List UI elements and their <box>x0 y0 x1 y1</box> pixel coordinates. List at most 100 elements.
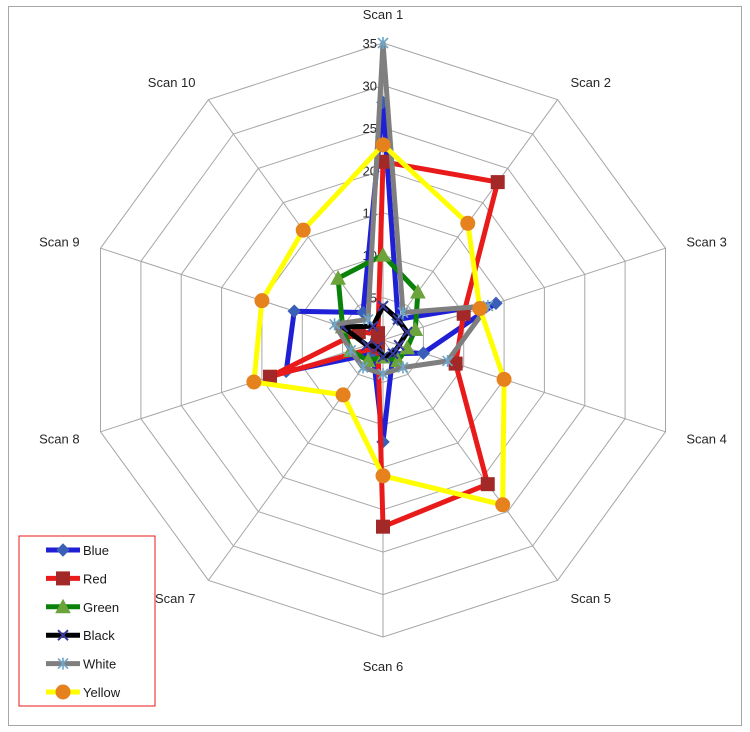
data-point-shape <box>401 326 413 338</box>
data-point <box>367 320 379 332</box>
data-point <box>375 137 391 153</box>
data-point <box>441 354 454 367</box>
category-label: Scan 9 <box>39 234 79 249</box>
category-label: Scan 3 <box>686 234 726 249</box>
data-point-shape <box>377 351 389 363</box>
data-point <box>490 175 505 190</box>
data-point <box>377 300 389 312</box>
tick-label: 25 <box>363 121 377 136</box>
data-point-shape <box>377 300 389 312</box>
legend-marker <box>55 684 71 700</box>
category-label: Scan 5 <box>571 591 611 606</box>
data-point <box>397 306 409 319</box>
data-point-shape <box>372 341 384 353</box>
legend-marker-shape <box>56 543 70 557</box>
legend-item-green: Green <box>46 598 119 615</box>
data-point-shape <box>246 374 262 390</box>
data-point-shape <box>254 293 270 309</box>
data-point <box>335 387 351 403</box>
legend-box <box>18 535 156 707</box>
data-point <box>329 318 341 331</box>
legend-marker <box>57 657 69 670</box>
legend-label: Red <box>83 571 107 586</box>
category-label: Scan 4 <box>686 432 726 447</box>
data-point <box>246 374 262 390</box>
data-point <box>416 346 431 360</box>
category-label: Scan 2 <box>571 75 611 90</box>
legend-marker-shape <box>55 684 71 700</box>
data-point <box>362 313 374 326</box>
data-point-shape <box>460 215 476 231</box>
data-point-shape <box>416 346 431 360</box>
grid-spoke <box>207 99 384 341</box>
data-point <box>387 348 399 360</box>
grid-spoke <box>382 339 666 433</box>
grid-spoke <box>207 339 384 581</box>
grid-spoke <box>382 339 559 581</box>
data-point-shape <box>375 247 391 262</box>
legend-label: Green <box>83 600 119 615</box>
legend-label: Blue <box>83 543 109 558</box>
category-label: Scan 10 <box>148 75 196 90</box>
tick-label: 30 <box>363 78 377 93</box>
tick-label: 5 <box>370 291 377 306</box>
data-point <box>401 326 413 338</box>
data-point <box>480 477 495 492</box>
legend-label: White <box>83 657 116 672</box>
legend-item-blue: Blue <box>46 543 109 558</box>
data-point <box>330 270 346 285</box>
data-point <box>377 367 389 380</box>
data-point <box>397 361 409 374</box>
series-black <box>336 300 413 363</box>
legend-marker <box>57 629 69 641</box>
data-point-shape <box>361 339 373 351</box>
data-point-shape <box>375 468 391 484</box>
data-point <box>372 341 384 353</box>
data-point-shape <box>295 222 311 238</box>
data-point <box>460 215 476 231</box>
series-group <box>246 37 512 534</box>
legend-item-red: Red <box>46 571 107 586</box>
data-point-shape <box>335 387 351 403</box>
data-point <box>377 351 389 363</box>
legend-item-white: White <box>46 657 116 672</box>
series-white <box>329 37 494 380</box>
data-point <box>254 293 270 309</box>
data-point-shape <box>496 371 512 387</box>
legend-marker-shape <box>57 629 69 641</box>
data-point <box>287 304 301 318</box>
data-point-shape <box>410 283 426 299</box>
data-point <box>345 344 357 357</box>
legend-label: Yellow <box>83 685 121 700</box>
category-labels: Scan 1 Scan 2 Scan 3 Scan 4 Scan 5 Scan 6 Scan… <box>39 7 727 674</box>
data-point <box>361 339 373 351</box>
legend-marker <box>55 598 71 614</box>
data-point-shape <box>393 339 405 351</box>
data-point <box>472 301 488 317</box>
data-point <box>357 361 369 374</box>
legend: Blue Red Green Black White Yellow <box>18 535 156 707</box>
data-point <box>496 371 512 387</box>
data-point-shape <box>392 313 404 326</box>
data-point <box>407 321 424 337</box>
data-point-shape <box>480 477 495 492</box>
legend-item-yellow: Yellow <box>46 684 121 700</box>
data-point <box>295 222 311 238</box>
data-point-shape <box>330 270 346 285</box>
legend-label: Black <box>83 628 115 643</box>
data-point-shape <box>387 348 399 360</box>
category-label: Scan 6 <box>363 659 403 674</box>
data-point-shape <box>490 175 505 190</box>
data-point-shape <box>472 301 488 317</box>
data-point-shape <box>375 137 391 153</box>
tick-label: 35 <box>363 36 377 51</box>
grid-spoke <box>382 247 666 341</box>
legend-marker-shape <box>55 598 71 614</box>
data-point <box>393 339 405 351</box>
legend-marker-shape <box>56 571 70 586</box>
series-yellow <box>246 137 512 513</box>
data-point-shape <box>376 519 390 534</box>
category-label: Scan 1 <box>363 7 403 22</box>
grid-spoke <box>100 339 384 433</box>
category-label: Scan 8 <box>39 432 79 447</box>
